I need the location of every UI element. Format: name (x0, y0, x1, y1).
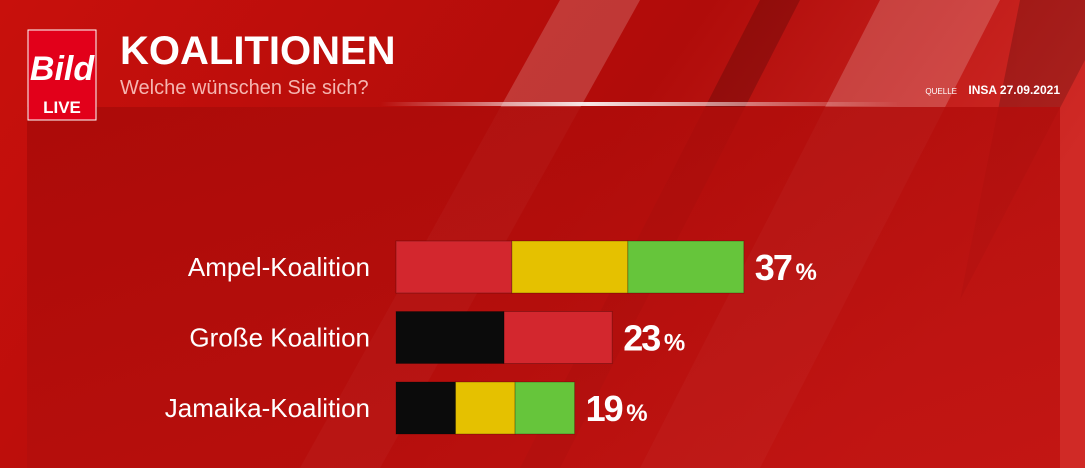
value-label: 19 % (586, 388, 648, 429)
category-label: Jamaika-Koalition (165, 393, 370, 423)
bar (395, 381, 576, 435)
logo: Bild (30, 50, 95, 88)
value-label: 23 % (623, 318, 685, 359)
value-label: 37 % (755, 247, 817, 288)
chart-title: KOALITIONEN (120, 29, 396, 73)
category-label: Ampel-Koalition (188, 252, 370, 282)
bar-segment (514, 381, 576, 435)
category-label: Große Koalition (189, 323, 370, 353)
bar-segment (395, 311, 505, 364)
bar-segment (627, 240, 745, 294)
logo-live: LIVE (43, 98, 81, 117)
bar-segment (395, 381, 457, 435)
source: INSA 27.09.2021 (968, 83, 1060, 97)
bar (395, 311, 613, 364)
bar-segment (455, 381, 516, 435)
bar (395, 240, 745, 294)
glow-line (380, 102, 900, 106)
bar-segment (503, 311, 613, 364)
bar-segment (395, 240, 513, 294)
bar-segment (511, 240, 629, 294)
chart-subtitle: Welche wünschen Sie sich? (120, 77, 369, 99)
logo-box (27, 29, 97, 121)
source-label: QUELLE (925, 87, 957, 96)
